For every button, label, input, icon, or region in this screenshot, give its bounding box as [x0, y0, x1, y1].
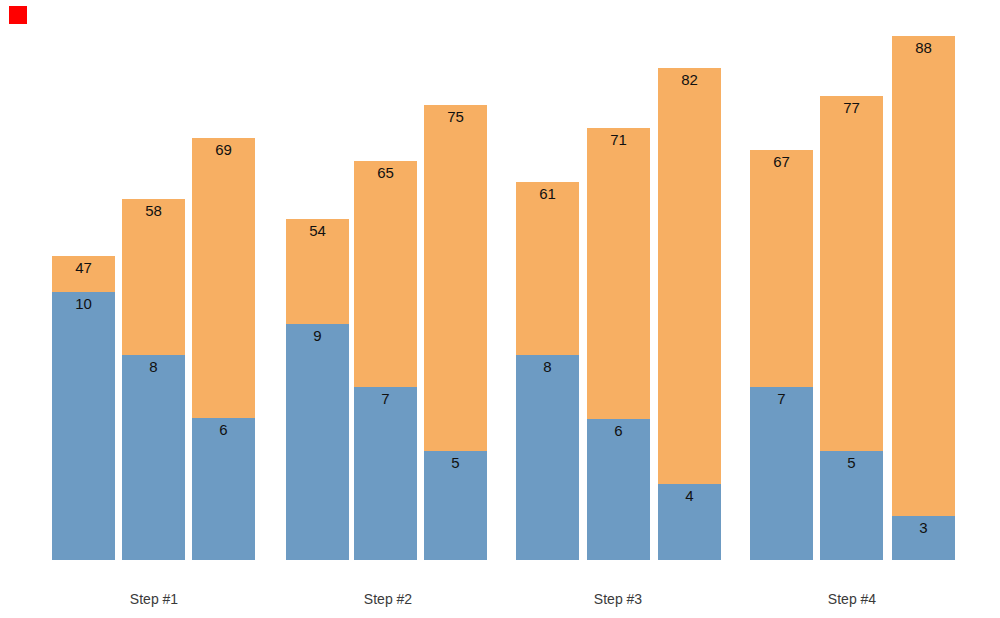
bar-3-1-blue-label: 8	[516, 359, 579, 374]
bar-3-3-total-label: 82	[658, 72, 721, 87]
bar-1-3-blue-label: 6	[192, 422, 255, 437]
bar-4-3-blue-label: 3	[892, 520, 955, 535]
bar-2-1-total-label: 54	[286, 223, 349, 238]
bar-1-1-total-label: 47	[52, 260, 115, 275]
bar-3-2-total-label: 71	[587, 132, 650, 147]
bar-2-2-blue-label: 7	[354, 391, 417, 406]
bar-4-3-total-label: 88	[892, 40, 955, 55]
bar-3-1-blue-segment	[516, 355, 579, 560]
category-label-1: Step #1	[130, 592, 178, 606]
bar-3-1-total-label: 61	[516, 186, 579, 201]
bar-2-1-blue-segment	[286, 324, 349, 560]
bar-3-2-blue-segment	[587, 419, 650, 560]
bar-2-2-blue-segment	[354, 387, 417, 560]
bar-1-1-blue-label: 10	[52, 296, 115, 311]
category-label-2: Step #2	[364, 592, 412, 606]
bar-2-2-total-label: 65	[354, 165, 417, 180]
bar-3-3-blue-label: 4	[658, 488, 721, 503]
bar-1-3-total-label: 69	[192, 142, 255, 157]
bar-1-2-total-label: 58	[122, 203, 185, 218]
bar-1-1-blue-segment	[52, 292, 115, 560]
bar-1-2-blue-label: 8	[122, 359, 185, 374]
bar-4-1-total-label: 67	[750, 154, 813, 169]
bar-2-3-total-label: 75	[424, 109, 487, 124]
red-marker	[9, 6, 27, 24]
bar-4-3-orange-segment	[892, 36, 955, 560]
bar-4-1-blue-segment	[750, 387, 813, 560]
bar-2-3-blue-label: 5	[424, 455, 487, 470]
bar-4-2-total-label: 77	[820, 100, 883, 115]
bar-4-2-blue-label: 5	[820, 455, 883, 470]
bar-1-3-blue-segment	[192, 418, 255, 560]
bar-1-2-blue-segment	[122, 355, 185, 560]
category-label-3: Step #3	[594, 592, 642, 606]
bar-2-1-blue-label: 9	[286, 328, 349, 343]
category-label-4: Step #4	[828, 592, 876, 606]
bar-3-2-blue-label: 6	[587, 423, 650, 438]
bar-4-1-blue-label: 7	[750, 391, 813, 406]
chart-canvas: 4710588696549657755618716824677775883 St…	[0, 0, 1000, 618]
